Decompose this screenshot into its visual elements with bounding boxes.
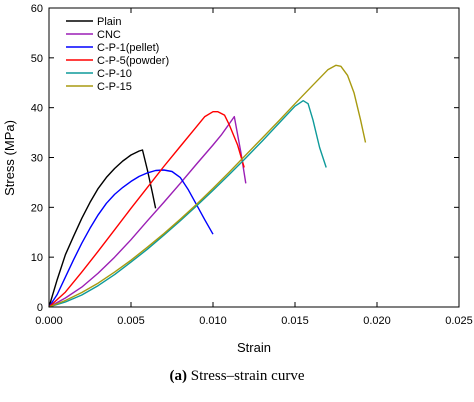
- y-tick-label: 40: [31, 103, 43, 115]
- legend-label-c-p-5-powder: C-P-5(powder): [97, 55, 169, 67]
- y-tick-label: 20: [31, 202, 43, 214]
- x-tick-label: 0.020: [363, 315, 391, 327]
- x-tick-label: 0.015: [281, 315, 309, 327]
- stress-strain-chart: Stress (MPa) Strain 0 10 20 30 40 50 60 0.000 0.…: [2, 3, 473, 355]
- x-tick-label: 0.005: [117, 315, 145, 327]
- axis-ticks: 0 10 20 30 40 50 60 0.000 0.005 0.010 0.015 0.020 0.…: [31, 3, 473, 327]
- figure-caption: (a) Stress–strain curve: [0, 368, 474, 385]
- legend-label-c-p-1-pellet: C-P-1(pellet): [97, 42, 159, 54]
- series-line-c-p-5-powder: [48, 110, 245, 308]
- caption-text: Stress–strain curve: [190, 368, 305, 384]
- legend-label-plain: Plain: [97, 16, 121, 28]
- series-line-c-p-1-pellet: [48, 169, 214, 308]
- y-tick-label: 50: [31, 53, 43, 65]
- legend-label-c-p-15: C-P-15: [97, 81, 132, 93]
- legend-label-cnc: CNC: [97, 29, 121, 41]
- series-lines: [48, 64, 367, 308]
- series-line-c-p-15: [48, 64, 367, 308]
- series-line-plain: [48, 149, 157, 308]
- y-tick-label: 0: [37, 302, 43, 314]
- series-line-c-p-10: [48, 99, 327, 308]
- x-tick-label: 0.025: [445, 315, 473, 327]
- plot-frame: [48, 7, 460, 308]
- y-tick-label: 10: [31, 252, 43, 264]
- x-tick-label: 0.010: [199, 315, 227, 327]
- legend-label-c-p-10: C-P-10: [97, 68, 132, 80]
- x-axis-title: Strain: [237, 340, 271, 355]
- caption-letter: (a): [169, 368, 188, 384]
- y-tick-label: 30: [31, 153, 43, 165]
- y-tick-label: 60: [31, 3, 43, 15]
- x-tick-label: 0.000: [35, 315, 63, 327]
- legend: PlainCNCC-P-1(pellet)C-P-5(powder)C-P-10…: [66, 16, 169, 93]
- series-line-cnc: [48, 115, 247, 308]
- y-axis-title: Stress (MPa): [2, 120, 17, 196]
